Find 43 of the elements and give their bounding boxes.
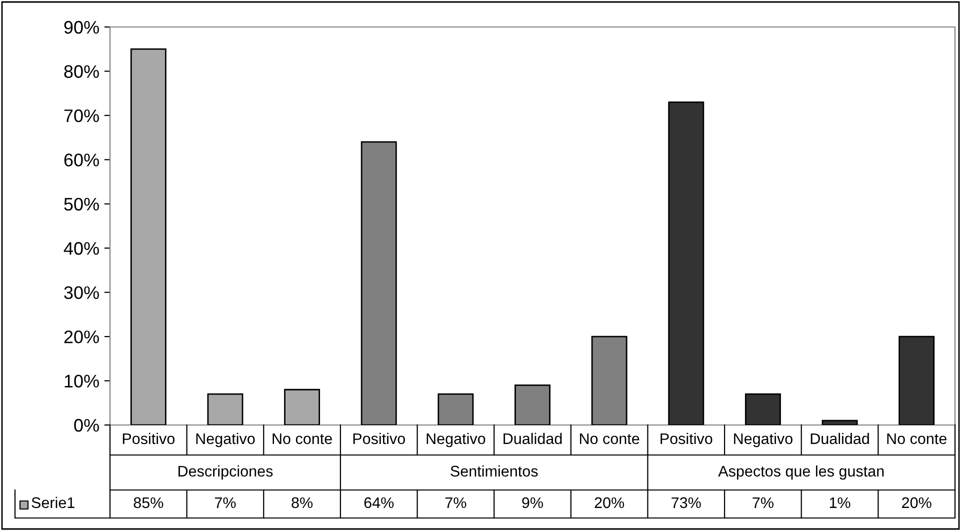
x-tick-label: No conte: [580, 433, 640, 444]
data-label: 20%: [902, 497, 932, 508]
x-tick-label: Dualidad: [504, 432, 562, 444]
x-tick-label: Negativo: [426, 432, 486, 448]
data-label: 7%: [752, 497, 774, 508]
bar: [822, 420, 858, 425]
data-label: 7%: [445, 497, 466, 508]
y-tick-label: 0%: [74, 418, 99, 432]
data-label: 8%: [292, 497, 313, 508]
y-tick-label: 20%: [64, 330, 99, 344]
y-tick-label: 70%: [64, 109, 99, 122]
text: Descripciones: [178, 465, 273, 480]
data-label: 7%: [214, 497, 236, 508]
x-tick-label: Negativo: [196, 432, 255, 448]
text: Sentimientos: [450, 465, 538, 477]
bar: [284, 388, 320, 425]
y-tick-label: 30%: [64, 286, 99, 300]
bar: [207, 393, 244, 425]
text: Aspectos que les gustan: [718, 465, 884, 480]
bar: [668, 101, 704, 425]
data-label: 9%: [522, 497, 543, 508]
y-tick-label: 60%: [64, 154, 99, 166]
data-label: 64%: [364, 497, 394, 508]
bar: [744, 393, 781, 425]
y-tick-label: 50%: [64, 198, 99, 211]
x-tick-label: Positivo: [122, 432, 175, 444]
bar: [898, 336, 935, 425]
x-tick-label: Negativo: [734, 432, 792, 448]
x-tick-label: Dualidad: [810, 432, 869, 444]
data-label: 20%: [594, 497, 624, 508]
bar: [130, 48, 166, 425]
x-tick-label: No conte: [272, 433, 332, 444]
y-tick-label: 40%: [64, 242, 99, 255]
x-tick-label: Positivo: [660, 432, 712, 444]
x-tick-label: No conte: [887, 433, 946, 444]
data-label: 1%: [830, 497, 850, 508]
x-tick-label: Positivo: [353, 432, 405, 444]
data-label: 73%: [672, 497, 701, 508]
legend-label: Serie1: [32, 496, 74, 508]
y-tick-label: 90%: [64, 20, 99, 34]
data-label: 85%: [134, 497, 164, 508]
y-tick-label: 10%: [64, 374, 99, 388]
y-tick-label: 80%: [64, 65, 99, 78]
